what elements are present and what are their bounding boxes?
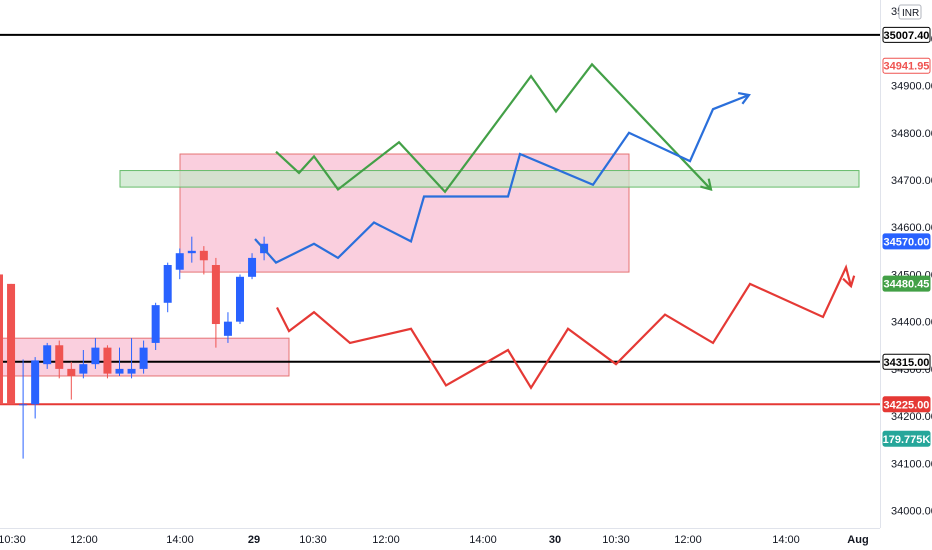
- red-arrowhead: [842, 275, 856, 289]
- candle-body[interactable]: [223, 321, 232, 336]
- x-tick-label: 10:30: [299, 534, 327, 546]
- x-tick-labels: 10:30 12:00 14:00 29 10:30 12:00 14:00 30 10:30 1…: [0, 534, 869, 546]
- x-tick-label: 10:30: [0, 534, 26, 546]
- candle-body[interactable]: [79, 364, 88, 374]
- candle-body[interactable]: [187, 250, 196, 254]
- hline-tag-bg: [882, 353, 931, 370]
- candle-body[interactable]: [199, 250, 208, 261]
- y-tick-label: 34800.00: [891, 128, 932, 140]
- red-projection-path[interactable]: [276, 264, 853, 390]
- price-scale[interactable]: 35 INR 35000.0034900.0034800.0034700.003…: [880, 0, 932, 528]
- candle-body[interactable]: [91, 347, 100, 365]
- candle-body[interactable]: [127, 368, 136, 374]
- y-tick-label: 34400.00: [891, 317, 932, 329]
- y-tick-label: 34700.00: [891, 175, 932, 187]
- candle-body[interactable]: [7, 283, 16, 405]
- x-tick-label: 30: [549, 534, 561, 546]
- candle-body[interactable]: [31, 360, 40, 405]
- candle-body[interactable]: [55, 345, 64, 369]
- hline-tag-label: 35007.40: [884, 30, 930, 42]
- candle-body[interactable]: [43, 345, 52, 365]
- x-tick-label: 10:30: [602, 534, 630, 546]
- hline-tag-bg: [882, 396, 931, 413]
- candles-layer[interactable]: [0, 236, 269, 459]
- candle-body[interactable]: [103, 347, 112, 374]
- green-zone-box[interactable]: [119, 170, 860, 188]
- price-tag-label: 179.775K: [883, 434, 931, 446]
- candle-body[interactable]: [236, 276, 244, 322]
- candle-body[interactable]: [151, 305, 160, 343]
- price-tag-bg: [882, 233, 931, 250]
- blue-arrowhead: [737, 92, 751, 105]
- candle-body[interactable]: [115, 368, 124, 374]
- blue-projection-path[interactable]: [254, 93, 750, 264]
- hline-tag-label: 34315.00: [884, 357, 930, 369]
- candle-body[interactable]: [139, 347, 148, 369]
- x-tick-label: 29: [248, 534, 260, 546]
- price-tag-bg: [882, 430, 931, 447]
- x-tick-label: 12:00: [70, 534, 98, 546]
- y-tick-label: 34200.00: [891, 411, 932, 423]
- y-tick-label: 34900.00: [891, 81, 932, 93]
- price-tag-label: 34570.00: [884, 236, 930, 248]
- currency-badge[interactable]: [898, 4, 922, 20]
- candle-body[interactable]: [67, 368, 76, 376]
- time-scale[interactable]: 10:30 12:00 14:00 29 10:30 12:00 14:00 30 10:30 1…: [0, 528, 880, 547]
- x-tick-label: 14:00: [772, 534, 800, 546]
- y-tick-label: 34100.00: [891, 458, 932, 470]
- candle-body[interactable]: [19, 404, 28, 406]
- green-arrowhead: [700, 178, 713, 191]
- x-tick-label: 12:00: [674, 534, 702, 546]
- x-tick-label: Aug: [847, 534, 868, 546]
- x-tick-label: 14:00: [166, 534, 194, 546]
- hline-tag-bg: [882, 26, 931, 43]
- candle-body[interactable]: [163, 265, 172, 303]
- price-tag-label: 34480.45: [884, 279, 930, 291]
- price-tag-bg: [882, 57, 931, 74]
- candle-body[interactable]: [211, 265, 220, 325]
- price-tags-layer: 35007.40 34315.00 34225.00 34941.95 34570.00…: [882, 26, 931, 447]
- projection-paths-layer[interactable]: [254, 62, 856, 390]
- candle-body[interactable]: [0, 274, 3, 405]
- candle-body[interactable]: [175, 253, 184, 270]
- y-tick-label: 34600.00: [891, 222, 932, 234]
- currency-label: INR: [902, 8, 919, 19]
- price-tag-label: 34941.95: [884, 61, 930, 73]
- zones-layer[interactable]: [0, 153, 860, 377]
- candle-body[interactable]: [248, 257, 257, 277]
- price-tag-bg: [882, 275, 931, 292]
- x-tick-label: 12:00: [372, 534, 400, 546]
- x-tick-label: 14:00: [469, 534, 497, 546]
- green-projection-path[interactable]: [275, 62, 712, 194]
- hline-tag-label: 34225.00: [884, 399, 930, 411]
- y-tick-label: 34000.00: [891, 506, 932, 518]
